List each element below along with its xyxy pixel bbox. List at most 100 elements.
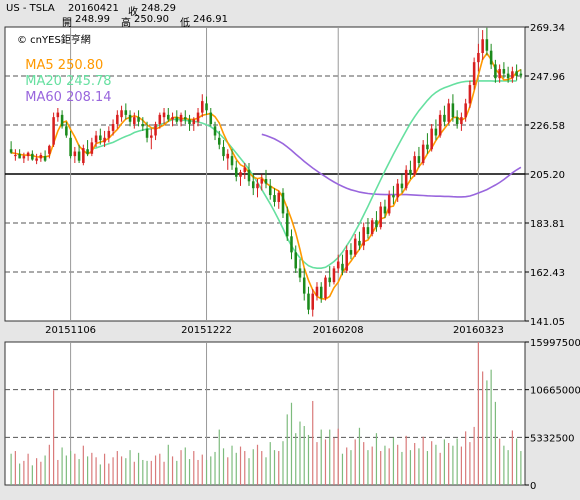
price-tick-label: 269.34 (530, 23, 565, 34)
y-axis-ticks: 269.34 247.96 226.58 205.20 183.81 162.43 141.… (525, 23, 580, 492)
candle-body (179, 114, 183, 122)
candle-body (251, 181, 255, 189)
candle-body (451, 103, 455, 118)
candle-body (481, 39, 484, 53)
candle-body (460, 117, 463, 125)
candle-body (260, 179, 264, 184)
legend-ma60-name: MA60 (25, 90, 62, 105)
candle-body (273, 195, 276, 202)
candle-body (52, 117, 55, 145)
candle-body (519, 73, 523, 76)
candle-body (239, 172, 242, 177)
header-high: 250.90 (134, 14, 169, 25)
candle-body (472, 62, 476, 86)
legend-ma20: MA20 245.78 (17, 59, 112, 89)
date-tick-label: 20160323 (453, 325, 504, 336)
candle-body (285, 213, 289, 237)
candle-body (145, 128, 149, 138)
candle-body (226, 153, 230, 159)
candle-body (307, 293, 310, 310)
candle-body (468, 85, 472, 104)
candle-body (48, 145, 51, 154)
candle-body (421, 144, 425, 163)
candle-body (353, 238, 357, 255)
header-close: 248.29 (141, 3, 176, 14)
legend-ma20-value: 245.78 (66, 74, 112, 89)
header-high-label: 高 (121, 18, 131, 29)
candle-body (409, 169, 412, 175)
candle-body (14, 154, 17, 157)
legend-ma5: MA5 250.80 (17, 43, 103, 73)
price-tick-label: 183.81 (530, 219, 565, 230)
candle-body (99, 135, 102, 141)
candle-body (404, 169, 408, 189)
candle-body (201, 101, 204, 113)
candle-body (31, 153, 34, 160)
candle-body (217, 137, 221, 145)
header-open-label: 開 (62, 18, 72, 29)
candle-body (447, 103, 450, 122)
candle-body (336, 261, 340, 269)
candle-body (375, 220, 378, 228)
candle-body (328, 277, 331, 283)
candle-body (281, 192, 285, 214)
price-tick-label: 205.20 (530, 170, 565, 181)
candle-body (332, 268, 336, 283)
candle-body (86, 149, 89, 154)
candle-body (434, 128, 438, 136)
candle-body (298, 268, 302, 278)
candle-body (438, 114, 442, 136)
ma60-line (261, 133, 522, 198)
candle-body (222, 146, 225, 157)
price-tick-label: 247.96 (530, 72, 565, 83)
header-date: 20160421 (68, 3, 119, 14)
candle-body (209, 112, 213, 125)
candle-body (396, 183, 399, 198)
candle-body (137, 117, 140, 122)
candle-body (366, 227, 370, 235)
candle-body (167, 114, 170, 120)
watermark: © cnYES鉅亨網 (17, 35, 91, 46)
candle-body (234, 167, 238, 177)
candle-body (413, 156, 416, 175)
candle-body (464, 103, 467, 118)
header-symbol: US - TSLA (6, 3, 55, 14)
legend-ma60-value: 208.14 (66, 90, 112, 105)
candle-body (120, 110, 123, 118)
candle-body (103, 137, 106, 143)
price-tick-label: 226.58 (530, 121, 565, 132)
candle-body (315, 286, 319, 296)
candle-body (150, 135, 153, 138)
legend-ma60: MA60 208.14 (17, 75, 112, 105)
candles (9, 27, 523, 317)
legend-ma20-name: MA20 (25, 74, 62, 89)
candle-body (392, 195, 395, 198)
candle-body (247, 169, 251, 182)
candle-body (69, 137, 72, 157)
candle-body (43, 156, 47, 161)
x-axis-ticks: 20151106 20151222 20160208 20160323 (45, 325, 504, 336)
candle-body (256, 183, 259, 189)
volume-tick-label: 15997500 (530, 338, 580, 349)
candle-body (511, 71, 514, 79)
candle-body (158, 114, 162, 125)
header-low-label: 低 (180, 18, 190, 29)
candle-body (370, 220, 374, 235)
candle-body (443, 114, 446, 122)
ma20-line (91, 80, 517, 269)
candle-body (243, 167, 247, 173)
volume-tick-label: 0 (530, 481, 536, 492)
volume-tick-label: 5332500 (530, 433, 575, 444)
candle-body (116, 114, 119, 125)
candle-body (430, 128, 433, 150)
candle-body (60, 114, 64, 127)
volume-tick-label: 10665000 (530, 386, 580, 397)
date-tick-label: 20151106 (45, 325, 96, 336)
candle-body (358, 240, 361, 246)
candle-body (294, 252, 298, 269)
candle-body (311, 293, 315, 310)
candle-body (22, 156, 26, 159)
candle-body (302, 277, 306, 294)
candle-body (426, 144, 429, 150)
candle-body (175, 117, 179, 122)
